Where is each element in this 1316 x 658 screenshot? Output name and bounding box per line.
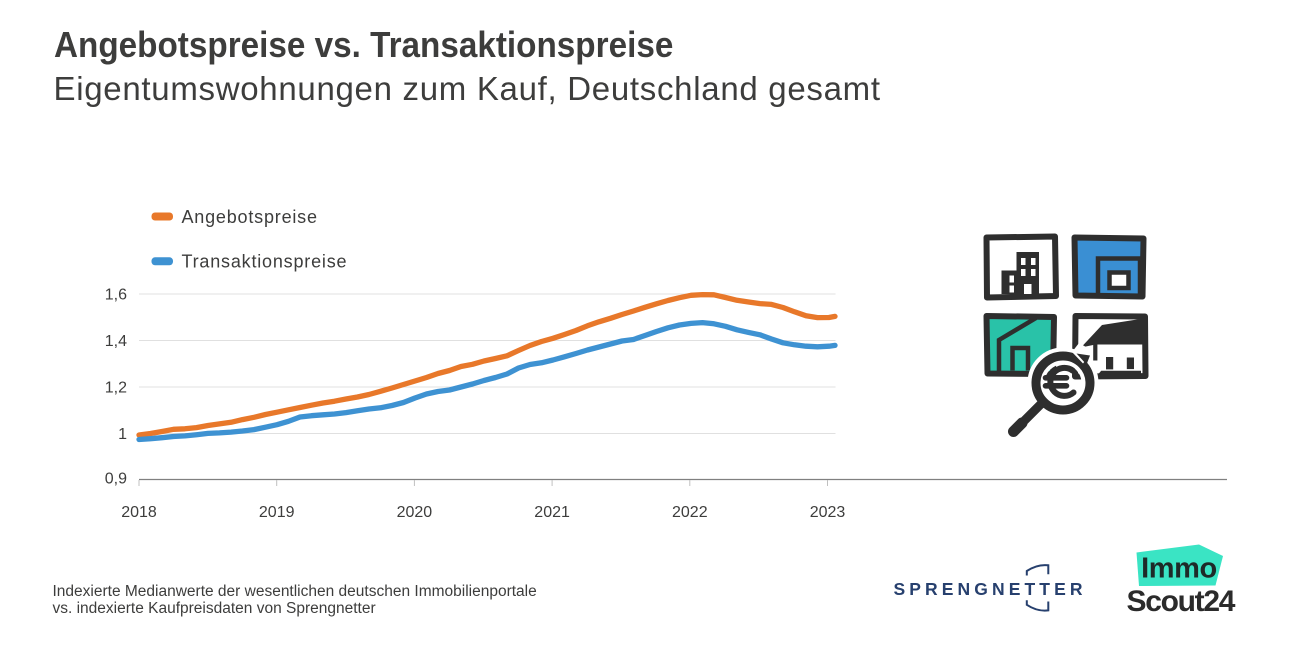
svg-text:2018: 2018 <box>121 504 157 521</box>
svg-text:2023: 2023 <box>810 504 846 521</box>
svg-text:Angebotspreise: Angebotspreise <box>182 207 318 227</box>
svg-text:0,9: 0,9 <box>105 471 127 488</box>
svg-text:Scout24: Scout24 <box>1127 585 1236 618</box>
svg-text:2022: 2022 <box>672 504 708 521</box>
svg-text:2021: 2021 <box>534 504 570 521</box>
svg-text:Transaktionspreise: Transaktionspreise <box>182 252 348 272</box>
svg-text:Immo: Immo <box>1141 553 1217 585</box>
svg-text:1,6: 1,6 <box>105 287 127 304</box>
svg-text:2020: 2020 <box>397 504 433 521</box>
svg-text:1,4: 1,4 <box>105 333 127 350</box>
svg-text:1,2: 1,2 <box>105 380 127 397</box>
svg-text:1: 1 <box>118 426 127 443</box>
svg-text:2019: 2019 <box>259 504 295 521</box>
